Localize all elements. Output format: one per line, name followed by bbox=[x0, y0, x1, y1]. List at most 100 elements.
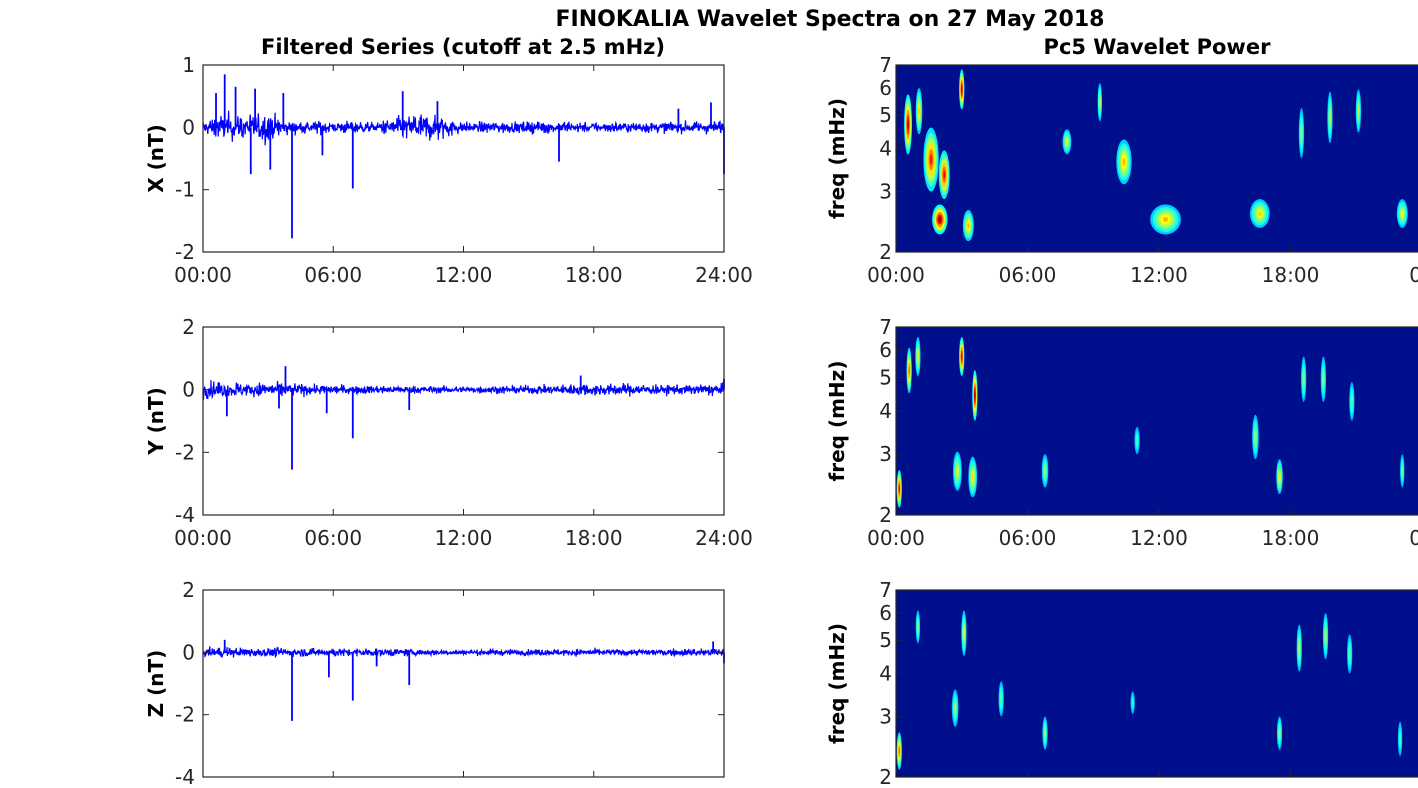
ytick-label: -4 bbox=[175, 503, 195, 527]
y-axis-label: freq (mHz) bbox=[825, 98, 849, 219]
ytick-label: -2 bbox=[175, 440, 195, 464]
left-column-title: Filtered Series (cutoff at 2.5 mHz) bbox=[261, 35, 665, 59]
wavelet-panel-y: 2 3 4 5 67 00:00 06:00 12:00 18:00 00 freq (mHz) bbox=[825, 315, 1418, 550]
ytick-label: -2 bbox=[175, 703, 195, 727]
power-blob-11 bbox=[1249, 199, 1270, 228]
ytick-label: 3 bbox=[879, 704, 892, 728]
heatmap-background bbox=[896, 590, 1418, 777]
xtick-label: 18:00 bbox=[565, 263, 623, 287]
power-level bbox=[1298, 644, 1300, 653]
ytick-label: 6 bbox=[879, 601, 892, 625]
power-level bbox=[1399, 735, 1401, 742]
y-axis-label: X (nT) bbox=[144, 124, 168, 193]
power-blob-10 bbox=[1150, 204, 1181, 235]
ytick-label: -4 bbox=[175, 765, 195, 788]
power-blob-0 bbox=[904, 94, 912, 155]
power-level bbox=[956, 467, 959, 475]
power-blob-0 bbox=[896, 469, 902, 508]
power-level bbox=[908, 366, 910, 375]
y-axis-label: freq (mHz) bbox=[825, 623, 849, 744]
power-blob-1 bbox=[915, 88, 923, 135]
xtick-label: 00 bbox=[1409, 526, 1418, 550]
power-blob-5 bbox=[1042, 716, 1048, 750]
power-level bbox=[1132, 700, 1134, 705]
power-level bbox=[907, 119, 909, 130]
power-blob-2 bbox=[923, 127, 939, 192]
ytick-label: 5 bbox=[879, 365, 892, 389]
xtick-label: 18:00 bbox=[565, 526, 623, 550]
power-blob-14 bbox=[1355, 89, 1362, 133]
power-blob-3 bbox=[959, 336, 965, 377]
power-blob-7 bbox=[1062, 129, 1072, 155]
power-level bbox=[929, 154, 933, 165]
plot-area bbox=[203, 327, 724, 515]
power-blob-9 bbox=[1252, 414, 1259, 460]
ytick-label: 0 bbox=[182, 640, 195, 664]
ytick-label: 4 bbox=[879, 137, 892, 161]
power-blob-1 bbox=[915, 610, 921, 644]
xtick-label: 12:00 bbox=[435, 263, 493, 287]
power-level bbox=[1349, 650, 1351, 658]
ytick-label: 6 bbox=[879, 338, 892, 362]
ytick-label: 3 bbox=[879, 179, 892, 203]
power-level bbox=[1044, 468, 1046, 474]
power-blob-4 bbox=[938, 150, 950, 200]
power-blob-6 bbox=[952, 451, 962, 491]
power-level bbox=[938, 216, 942, 222]
power-blob-4 bbox=[998, 681, 1004, 717]
ytick-label: 2 bbox=[879, 240, 892, 264]
power-level bbox=[961, 353, 963, 360]
power-level bbox=[974, 391, 976, 400]
power-level bbox=[961, 86, 963, 93]
power-level bbox=[1258, 211, 1262, 216]
power-blob-10 bbox=[1276, 459, 1283, 495]
ytick-label: 2 bbox=[182, 578, 195, 602]
ytick-label: 0 bbox=[182, 115, 195, 139]
power-level bbox=[1358, 107, 1359, 115]
ytick-label: 5 bbox=[879, 103, 892, 127]
ytick-label: 7 bbox=[879, 315, 892, 339]
ytick-label: 4 bbox=[879, 662, 892, 686]
power-blob-15 bbox=[1396, 199, 1408, 228]
power-level bbox=[1325, 632, 1327, 641]
series-line-y bbox=[202, 380, 725, 400]
power-level bbox=[1351, 398, 1353, 405]
xtick-label: 12:00 bbox=[1130, 526, 1188, 550]
xtick-label: 06:00 bbox=[304, 263, 362, 287]
power-blob-6 bbox=[962, 209, 974, 242]
power-level bbox=[917, 353, 919, 360]
power-level bbox=[1329, 113, 1331, 122]
power-level bbox=[943, 170, 946, 179]
power-level bbox=[1000, 695, 1002, 702]
y-axis-label: freq (mHz) bbox=[825, 361, 849, 482]
ytick-label: 3 bbox=[879, 442, 892, 466]
power-level bbox=[917, 624, 919, 630]
power-blob-5 bbox=[968, 456, 978, 498]
power-blob-13 bbox=[1349, 382, 1355, 421]
power-blob-11 bbox=[1301, 356, 1307, 402]
power-blob-2 bbox=[951, 689, 959, 727]
figure-title: FINOKALIA Wavelet Spectra on 27 May 2018 bbox=[556, 7, 1105, 32]
xtick-label: 06:00 bbox=[999, 263, 1057, 287]
power-blob-2 bbox=[915, 336, 921, 377]
power-level bbox=[1099, 99, 1101, 106]
xtick-label: 18:00 bbox=[1262, 263, 1320, 287]
power-level bbox=[954, 704, 956, 712]
right-column-title: Pc5 Wavelet Power bbox=[1044, 35, 1272, 59]
power-level bbox=[1303, 375, 1305, 383]
power-level bbox=[1066, 139, 1068, 144]
power-blob-11 bbox=[1397, 721, 1403, 757]
power-blob-8 bbox=[1097, 83, 1103, 122]
ytick-label: 7 bbox=[879, 578, 892, 602]
power-level bbox=[967, 222, 970, 229]
power-blob-7 bbox=[1276, 716, 1283, 750]
power-blob-5 bbox=[959, 69, 965, 110]
power-level bbox=[1163, 216, 1169, 222]
power-blob-7 bbox=[1041, 454, 1049, 488]
plot-area bbox=[203, 65, 724, 252]
ytick-label: 4 bbox=[879, 399, 892, 423]
wavelet-panel-x: 2 3 4 5 67 00:00 06:00 12:00 18:00 00 freq (mHz) bbox=[825, 53, 1418, 287]
ytick-label: 1 bbox=[182, 53, 195, 77]
xtick-label: 00:00 bbox=[867, 526, 925, 550]
